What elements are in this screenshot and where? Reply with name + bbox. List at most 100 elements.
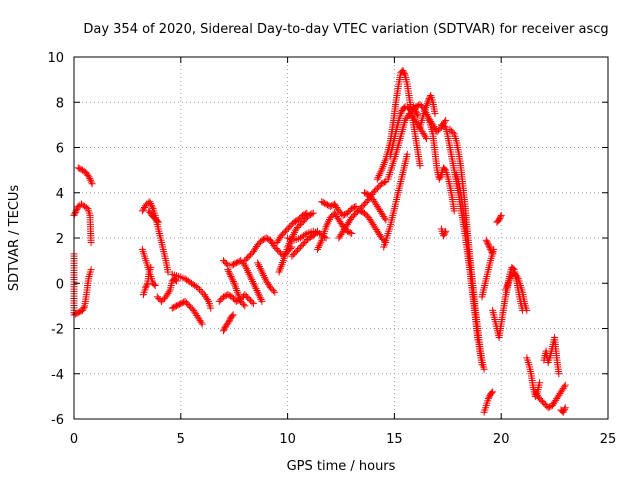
data-point-marker — [299, 211, 307, 219]
data-point-marker — [544, 404, 552, 412]
data-point-marker — [489, 388, 497, 396]
data-point-marker — [242, 263, 250, 271]
data-point-marker — [296, 220, 304, 228]
data-points — [70, 67, 569, 416]
data-point-marker — [226, 316, 234, 324]
data-point-marker — [482, 236, 490, 244]
data-point-marker — [235, 294, 243, 302]
data-point-marker — [541, 401, 549, 409]
data-point-marker — [312, 229, 320, 237]
data-point-marker — [360, 189, 368, 197]
data-point-marker — [86, 175, 94, 183]
data-point-marker — [258, 268, 266, 276]
data-point-marker — [314, 244, 322, 252]
data-point-marker — [450, 207, 458, 215]
data-point-marker — [403, 150, 411, 158]
data-point-marker — [229, 294, 237, 302]
data-point-marker — [301, 231, 309, 239]
data-point-marker — [352, 202, 360, 210]
x-tick-label: 25 — [600, 432, 617, 447]
data-point-marker — [413, 110, 421, 118]
data-point-marker — [561, 405, 569, 413]
data-point-marker — [308, 210, 316, 218]
data-point-marker — [400, 70, 408, 78]
data-point-marker — [321, 199, 329, 207]
data-point-marker — [150, 280, 158, 288]
data-point-marker — [555, 370, 563, 378]
data-point-marker — [184, 300, 192, 308]
data-point-marker — [175, 300, 183, 308]
data-point-marker — [148, 203, 156, 211]
data-point-marker — [319, 199, 327, 207]
data-point-marker — [369, 189, 377, 197]
data-point-marker — [71, 210, 79, 218]
x-tick-label: 10 — [279, 432, 296, 447]
data-point-marker — [244, 268, 252, 276]
data-point-marker — [255, 239, 263, 247]
data-point-marker — [262, 234, 270, 242]
data-point-marker — [220, 327, 228, 335]
data-point-marker — [497, 211, 505, 219]
data-point-marker — [274, 246, 282, 254]
data-point-marker — [291, 249, 299, 257]
data-point-marker — [303, 209, 311, 217]
data-point-marker — [233, 288, 241, 296]
data-point-marker — [397, 110, 405, 118]
data-point-marker — [76, 165, 84, 173]
data-point-marker — [264, 235, 272, 243]
series-segment-s13 — [224, 266, 249, 310]
series-segment-s35 — [452, 171, 486, 369]
data-point-marker — [351, 203, 359, 211]
data-point-marker — [275, 248, 283, 256]
data-point-marker — [147, 263, 155, 271]
data-point-marker — [314, 245, 322, 253]
data-point-marker — [258, 236, 266, 244]
data-point-marker — [221, 258, 229, 266]
data-point-marker — [147, 201, 155, 209]
data-point-marker — [341, 211, 349, 219]
data-point-marker — [309, 232, 317, 240]
data-point-marker — [356, 207, 364, 215]
data-point-marker — [398, 108, 406, 116]
data-point-marker — [374, 173, 382, 181]
data-point-marker — [225, 318, 233, 326]
data-point-marker — [380, 178, 388, 186]
data-point-marker — [254, 259, 262, 267]
y-tick-label: -6 — [51, 413, 64, 428]
data-point-marker — [436, 174, 444, 182]
data-point-marker — [560, 383, 568, 391]
data-point-marker — [559, 408, 567, 416]
data-point-marker — [326, 202, 334, 210]
data-point-marker — [523, 306, 531, 314]
data-point-marker — [286, 223, 294, 231]
series-segment-s08 — [153, 275, 181, 305]
data-point-marker — [306, 211, 314, 219]
data-point-marker — [366, 193, 374, 201]
data-point-marker — [242, 255, 250, 263]
data-point-marker — [207, 304, 215, 312]
data-point-marker — [375, 183, 383, 191]
data-point-marker — [284, 243, 292, 251]
data-point-marker — [335, 207, 343, 215]
data-point-marker — [416, 101, 424, 109]
data-point-marker — [231, 283, 239, 291]
data-point-marker — [373, 184, 381, 192]
series-segment-s36 — [437, 225, 450, 240]
data-point-marker — [244, 294, 252, 302]
series-segment-s09 — [168, 297, 206, 328]
y-axis-ticks: -6 -4 -2 0 2 4 6 8 10 — [47, 51, 608, 428]
data-point-marker — [536, 379, 544, 387]
data-point-marker — [484, 241, 492, 249]
series-segment-s11 — [220, 311, 237, 335]
data-point-marker — [255, 290, 263, 298]
data-point-marker — [228, 274, 236, 282]
data-point-marker — [435, 126, 443, 134]
data-point-marker — [284, 241, 292, 249]
data-point-marker — [294, 246, 302, 254]
data-point-marker — [484, 395, 492, 403]
data-point-marker — [360, 209, 368, 217]
data-point-marker — [180, 298, 188, 306]
data-point-marker — [322, 223, 330, 231]
series-segment-s14 — [220, 257, 266, 305]
